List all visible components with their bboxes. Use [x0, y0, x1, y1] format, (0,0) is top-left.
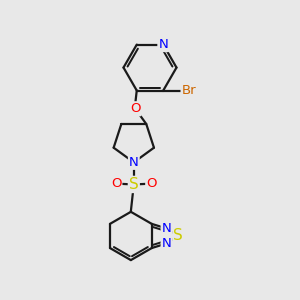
Text: O: O: [130, 102, 140, 115]
Text: N: N: [162, 222, 171, 235]
Text: S: S: [173, 229, 183, 244]
Text: N: N: [158, 38, 168, 51]
Text: O: O: [146, 177, 157, 190]
Text: Br: Br: [182, 84, 196, 97]
Text: N: N: [162, 237, 171, 250]
Text: N: N: [129, 156, 139, 169]
Text: S: S: [129, 177, 139, 192]
Text: O: O: [111, 177, 122, 190]
